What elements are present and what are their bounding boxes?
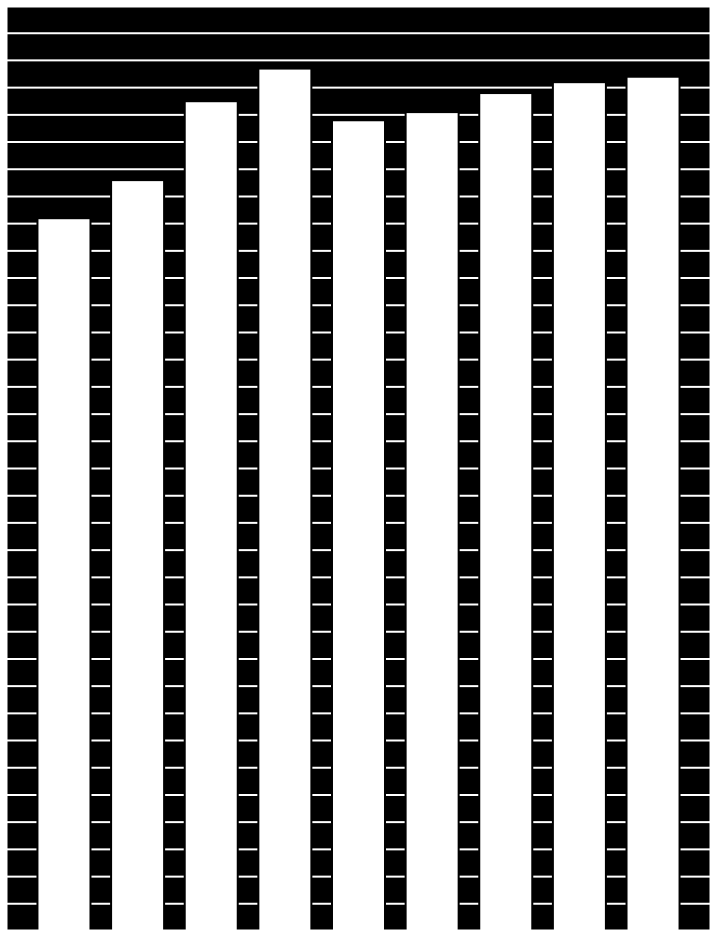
bar bbox=[332, 120, 385, 931]
bar bbox=[185, 101, 238, 931]
bar bbox=[111, 180, 164, 931]
bar bbox=[258, 69, 311, 931]
bar bbox=[37, 218, 90, 931]
bar bbox=[553, 82, 606, 931]
bar bbox=[627, 77, 680, 931]
bar-chart bbox=[0, 0, 717, 937]
bar bbox=[406, 112, 459, 931]
bar-chart-svg bbox=[0, 0, 717, 937]
bar bbox=[479, 93, 532, 931]
